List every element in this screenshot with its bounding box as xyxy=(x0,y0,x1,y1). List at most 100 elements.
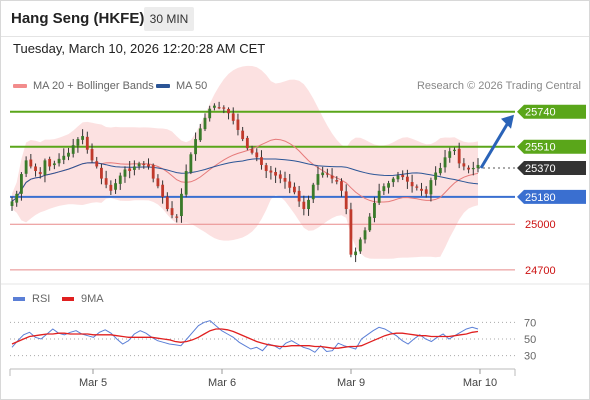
candle-body xyxy=(165,196,169,210)
candle xyxy=(24,156,28,178)
level-label-25510: 25510 xyxy=(525,142,556,154)
x-tick-label: Mar 10 xyxy=(463,377,497,389)
candle xyxy=(194,132,197,161)
candle-body xyxy=(453,149,456,152)
legend-ma20: MA 20 + Bollinger Bands xyxy=(13,80,154,92)
candle-body xyxy=(170,208,174,216)
candle xyxy=(453,147,456,155)
candle-body xyxy=(128,168,132,172)
candle-body xyxy=(264,165,268,172)
candle xyxy=(424,186,428,198)
candle xyxy=(175,214,179,223)
candle-body xyxy=(340,181,343,191)
candle xyxy=(429,177,433,202)
candle xyxy=(278,170,282,184)
candle xyxy=(109,180,113,195)
candle xyxy=(387,180,390,194)
candle-body xyxy=(236,119,240,130)
candle-body xyxy=(20,174,23,194)
candle-body xyxy=(288,181,292,188)
x-tick-label: Mar 5 xyxy=(79,377,107,389)
candle-body xyxy=(274,171,278,176)
ma9-swatch xyxy=(62,297,74,302)
candle-body xyxy=(245,137,249,149)
ma20-swatch xyxy=(13,84,27,89)
candle xyxy=(462,158,466,171)
level-label-25370: 25370 xyxy=(525,163,556,175)
candle xyxy=(288,173,292,194)
candle-body xyxy=(448,151,452,158)
candle-body xyxy=(109,184,113,191)
level-tag-25740 xyxy=(517,104,586,119)
candle xyxy=(405,169,409,189)
candle xyxy=(62,148,66,165)
candle xyxy=(396,171,400,183)
candle-body xyxy=(297,190,301,202)
candle xyxy=(260,150,263,170)
candle-body xyxy=(415,186,419,188)
candle xyxy=(222,105,226,114)
legend-rsi: RSI xyxy=(13,293,50,305)
candle xyxy=(410,174,414,193)
legend-ma20-label: MA 20 + Bollinger Bands xyxy=(33,80,154,92)
chart-header: Hang Seng (HKFE) 30 MIN xyxy=(0,0,590,37)
candle-body xyxy=(260,157,263,165)
legend-rsi-label: RSI xyxy=(32,293,51,305)
rsi-9ma-line xyxy=(11,328,479,349)
candle-body xyxy=(100,167,103,179)
candle xyxy=(161,180,165,204)
candle-body xyxy=(180,193,183,217)
candle xyxy=(344,184,348,215)
candle xyxy=(363,227,367,244)
candle xyxy=(438,162,442,176)
timeframe-badge[interactable]: 30 MIN xyxy=(144,7,194,31)
candle-body xyxy=(15,193,19,203)
candle xyxy=(349,202,353,258)
candle xyxy=(156,174,160,189)
candle xyxy=(377,183,381,205)
candle xyxy=(382,183,386,195)
candle-body xyxy=(241,130,245,140)
candle-body xyxy=(391,178,395,183)
candle xyxy=(321,166,325,178)
candle-body xyxy=(227,108,230,114)
legend-9ma: 9MA xyxy=(62,293,104,305)
candle xyxy=(434,166,438,186)
legend-ma50: MA 50 xyxy=(156,80,207,92)
candle xyxy=(325,168,329,178)
candle xyxy=(180,188,183,223)
candle xyxy=(311,182,315,203)
bollinger-band xyxy=(12,65,478,259)
candle-body xyxy=(476,164,480,169)
candle xyxy=(307,195,310,216)
candle xyxy=(415,184,419,191)
candle-body xyxy=(10,201,14,206)
legend-9ma-label: 9MA xyxy=(81,293,104,305)
candle xyxy=(189,152,193,175)
candle-body xyxy=(52,163,56,166)
candle xyxy=(114,178,117,194)
timestamp: Tuesday, March 10, 2026 12:20:28 AM CET xyxy=(13,41,266,56)
candle xyxy=(57,153,61,167)
candle-body xyxy=(457,148,461,164)
candle-body xyxy=(132,166,136,170)
x-tick-label: Mar 9 xyxy=(337,377,365,389)
candle xyxy=(203,113,207,132)
candle-body xyxy=(401,174,405,178)
candle-body xyxy=(354,251,358,256)
candle-body xyxy=(81,136,85,140)
candle-body xyxy=(90,148,94,161)
candle-body xyxy=(29,159,33,167)
candle-body xyxy=(293,186,296,193)
rsi-tick-50: 50 xyxy=(524,334,536,346)
candle xyxy=(184,164,188,198)
candle-body xyxy=(212,105,216,108)
candle xyxy=(198,123,202,143)
rsi-tick-30: 30 xyxy=(524,351,536,363)
candle-body xyxy=(335,180,339,182)
candle xyxy=(476,158,480,173)
candle xyxy=(420,182,423,196)
candle xyxy=(165,192,169,212)
candle-body xyxy=(250,149,254,153)
